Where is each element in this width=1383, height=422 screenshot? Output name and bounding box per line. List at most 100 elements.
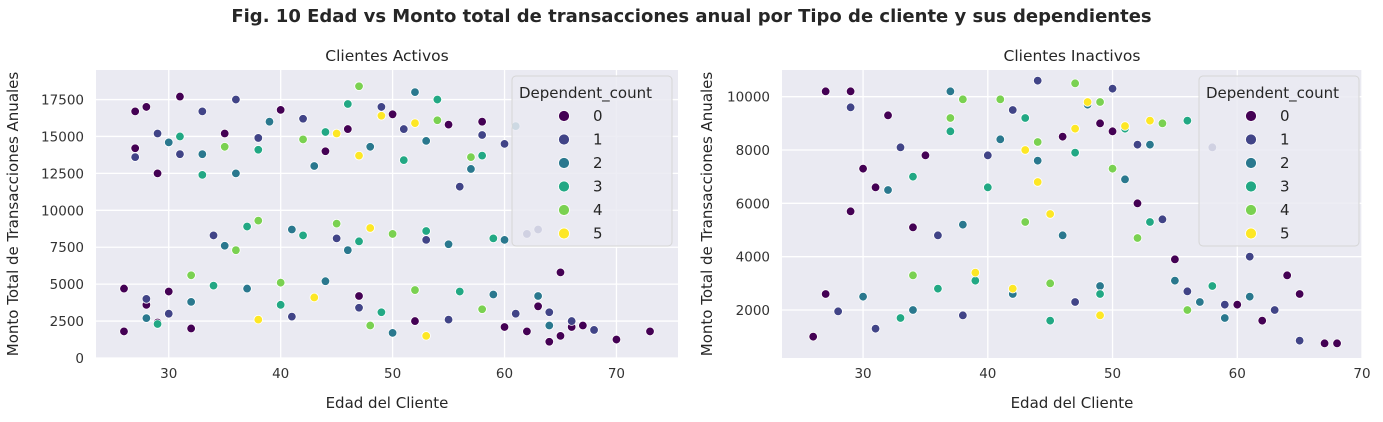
scatter-point-dep-0 bbox=[320, 146, 331, 156]
legend-marker-4 bbox=[558, 204, 570, 216]
scatter-point-dep-4 bbox=[220, 142, 230, 152]
scatter-point-dep-4 bbox=[387, 229, 398, 239]
legend-label-4: 4 bbox=[1280, 201, 1290, 219]
scatter-point-dep-2 bbox=[995, 134, 1005, 145]
scatter-point-dep-3 bbox=[970, 275, 981, 286]
scatter-point-dep-4 bbox=[1132, 233, 1143, 243]
scatter-point-dep-1 bbox=[933, 230, 943, 241]
scatter-point-dep-2 bbox=[220, 241, 230, 251]
scatter-point-dep-5 bbox=[365, 223, 375, 233]
scatter-point-dep-3 bbox=[1207, 281, 1218, 291]
legend-marker-3 bbox=[1245, 180, 1257, 193]
scatter-point-dep-3 bbox=[421, 226, 431, 236]
scatter-point-dep-0 bbox=[387, 109, 398, 120]
legend-box bbox=[511, 75, 673, 247]
x-tick-label: 50 bbox=[1104, 366, 1121, 382]
scatter-point-dep-0 bbox=[1332, 338, 1342, 349]
scatter-point-dep-4 bbox=[432, 115, 443, 125]
scatter-point-dep-3 bbox=[1145, 217, 1155, 227]
scatter-point-dep-4 bbox=[908, 270, 918, 281]
scatter-point-dep-3 bbox=[983, 182, 993, 193]
scatter-point-dep-0 bbox=[1257, 315, 1267, 326]
scatter-point-dep-1 bbox=[1032, 75, 1043, 86]
scatter-point-dep-1 bbox=[511, 308, 521, 319]
scatter-point-dep-0 bbox=[820, 86, 831, 97]
scatter-point-dep-3 bbox=[1045, 315, 1055, 326]
y-tick-label: 7500 bbox=[50, 240, 84, 256]
legend-label-5: 5 bbox=[1280, 225, 1290, 243]
scatter-point-dep-5 bbox=[970, 267, 981, 278]
chart-panel-activos: 30 40 50 60 70025005000750010000125001500017… bbox=[4, 47, 678, 412]
scatter-point-dep-1 bbox=[253, 133, 263, 143]
scatter-point-dep-3 bbox=[477, 150, 487, 161]
scatter-point-dep-1 bbox=[958, 310, 968, 321]
scatter-point-dep-3 bbox=[175, 131, 185, 142]
scatter-point-dep-5 bbox=[376, 111, 387, 121]
scatter-point-dep-4 bbox=[1107, 163, 1118, 174]
legend: Dependent_count 0 1 2 3 4 5 bbox=[511, 75, 673, 247]
legend-title: Dependent_count bbox=[1206, 84, 1339, 103]
scatter-point-dep-2 bbox=[533, 291, 543, 301]
scatter-point-dep-1 bbox=[566, 316, 577, 326]
scatter-point-dep-0 bbox=[820, 289, 831, 299]
scatter-point-dep-4 bbox=[466, 152, 476, 162]
scatter-point-dep-1 bbox=[1182, 286, 1193, 297]
scatter-point-dep-4 bbox=[958, 94, 968, 105]
scatter-point-dep-4 bbox=[1070, 78, 1080, 89]
scatter-point-dep-2 bbox=[343, 245, 353, 255]
x-tick-label: 50 bbox=[384, 366, 401, 382]
y-tick-label: 2500 bbox=[50, 314, 84, 330]
scatter-point-dep-2 bbox=[1120, 174, 1130, 185]
legend-marker-5 bbox=[558, 227, 570, 240]
legend-label-0: 0 bbox=[1280, 107, 1290, 125]
scatter-point-dep-1 bbox=[1157, 214, 1168, 225]
scatter-point-dep-0 bbox=[477, 116, 487, 127]
legend-marker-2 bbox=[1245, 157, 1257, 169]
scatter-point-dep-0 bbox=[186, 323, 196, 334]
legend-label-5: 5 bbox=[593, 225, 603, 243]
scatter-point-dep-0 bbox=[410, 316, 420, 326]
scatter-point-dep-0 bbox=[845, 86, 856, 97]
figure-title: Fig. 10 Edad vs Monto total de transacci… bbox=[231, 6, 1152, 27]
legend-label-1: 1 bbox=[593, 131, 603, 149]
scatter-point-dep-0 bbox=[533, 301, 543, 312]
scatter-point-dep-3 bbox=[208, 280, 219, 291]
scatter-point-dep-1 bbox=[499, 139, 510, 149]
scatter-point-dep-0 bbox=[522, 326, 532, 337]
scatter-point-dep-2 bbox=[1245, 291, 1255, 302]
scatter-point-dep-2 bbox=[1170, 275, 1180, 286]
x-tick-label: 70 bbox=[608, 366, 625, 382]
scatter-point-dep-1 bbox=[983, 150, 993, 161]
scatter-point-dep-3 bbox=[275, 300, 286, 310]
scatter-point-dep-4 bbox=[1045, 278, 1055, 289]
legend-label-3: 3 bbox=[593, 178, 603, 196]
scatter-point-dep-1 bbox=[175, 149, 185, 159]
legend-label-2: 2 bbox=[1280, 154, 1290, 172]
panel-title: Clientes Activos bbox=[325, 47, 448, 65]
scatter-point-dep-0 bbox=[343, 124, 353, 134]
scatter-point-dep-2 bbox=[387, 328, 398, 338]
scatter-point-dep-4 bbox=[410, 285, 420, 295]
scatter-point-dep-0 bbox=[499, 322, 510, 332]
x-tick-label: 60 bbox=[496, 366, 513, 382]
scatter-point-dep-0 bbox=[130, 143, 140, 153]
scatter-point-dep-0 bbox=[555, 267, 566, 278]
scatter-point-dep-0 bbox=[578, 320, 588, 331]
scatter-point-dep-4 bbox=[365, 320, 375, 331]
scatter-point-dep-1 bbox=[331, 233, 342, 244]
y-tick-label: 10000 bbox=[727, 90, 770, 106]
scatter-point-dep-5 bbox=[1082, 97, 1093, 107]
x-axis-label: Edad del Cliente bbox=[326, 394, 449, 412]
scatter-point-dep-2 bbox=[858, 291, 868, 302]
x-tick-label: 30 bbox=[854, 366, 871, 382]
scatter-point-dep-1 bbox=[544, 307, 554, 317]
scatter-point-dep-1 bbox=[287, 311, 297, 322]
scatter-point-dep-3 bbox=[488, 233, 499, 244]
scatter-point-dep-0 bbox=[354, 291, 364, 301]
scatter-point-dep-1 bbox=[1107, 83, 1118, 94]
legend-marker-2 bbox=[558, 157, 570, 169]
scatter-point-dep-1 bbox=[399, 124, 409, 134]
scatter-point-dep-0 bbox=[164, 286, 174, 297]
scatter-point-dep-2 bbox=[365, 142, 375, 152]
scatter-point-dep-1 bbox=[231, 94, 241, 105]
